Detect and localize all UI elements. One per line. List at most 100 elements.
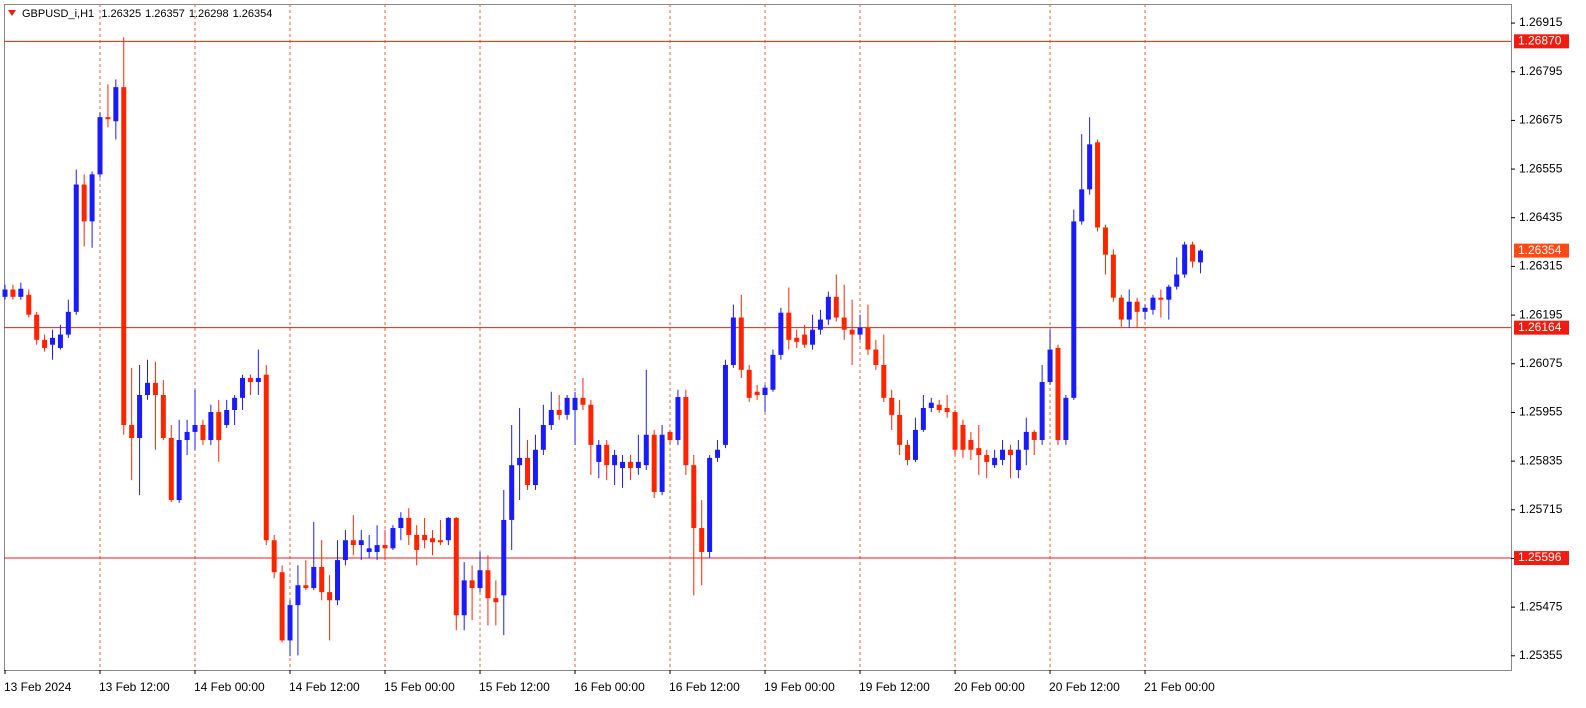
candle-body [683, 397, 689, 466]
candle-body [422, 534, 428, 541]
candle-body [1071, 221, 1077, 398]
candle-body [1126, 301, 1132, 320]
candle-body [968, 440, 974, 450]
x-tick-label: 16 Feb 00:00 [574, 680, 645, 694]
x-tick-label: 15 Feb 12:00 [479, 680, 550, 694]
x-tick-label: 14 Feb 00:00 [194, 680, 265, 694]
candle-body [1142, 307, 1148, 312]
candle-body [295, 585, 301, 606]
candle-body [928, 402, 934, 408]
candle-body [762, 387, 768, 396]
candle-body [1055, 347, 1061, 441]
candle-body [540, 425, 546, 450]
plot-border [4, 4, 1512, 671]
header-open: 1.26325 [101, 8, 141, 20]
candle-body [1007, 449, 1013, 456]
candle-body [1174, 274, 1180, 287]
candle-body [730, 317, 736, 365]
candle-body [311, 566, 317, 589]
hline-label-bg [1514, 551, 1569, 566]
candle-body [897, 414, 903, 445]
candle-body [659, 434, 665, 492]
candle-body [121, 87, 127, 426]
candle-body [65, 311, 71, 335]
candle-body [1197, 250, 1203, 263]
candle-body [1110, 254, 1116, 298]
candle-body [817, 319, 823, 330]
candle-body [707, 457, 713, 552]
candle-body [1015, 449, 1021, 471]
candle-body [453, 517, 459, 616]
candle-body [287, 605, 293, 641]
candle-body [857, 327, 863, 335]
y-tick-label: 1.25715 [1519, 502, 1563, 516]
candle-body [319, 566, 325, 593]
candle-body [825, 296, 831, 320]
candle-body [1031, 431, 1037, 441]
candle-body [1158, 297, 1164, 300]
y-tick-label: 1.25955 [1519, 405, 1563, 419]
candle-body [224, 410, 230, 426]
header: GBPUSD_i,H1 1.26325 1.26357 1.26298 1.26354 [22, 8, 272, 20]
candle-body [129, 425, 135, 438]
y-tick-label: 1.26555 [1519, 161, 1563, 175]
candle-body [240, 377, 246, 398]
candle-body [944, 407, 950, 413]
candle-body [97, 117, 103, 175]
header-close: 1.26354 [233, 8, 273, 20]
candle-body [34, 314, 40, 340]
candle-body [469, 580, 475, 589]
candle-body [89, 174, 95, 222]
y-tick-label: 1.25475 [1519, 599, 1563, 613]
y-tick-label: 1.26075 [1519, 356, 1563, 370]
hline-label-bg [1514, 34, 1569, 49]
candle-body [414, 534, 420, 550]
y-tick-label: 1.25355 [1519, 648, 1563, 662]
candle-body [232, 397, 238, 411]
candle-body [1087, 144, 1093, 190]
candle-body [556, 410, 562, 415]
candle-body [960, 425, 966, 450]
x-tick-label: 15 Feb 00:00 [384, 680, 455, 694]
header-arrow[interactable] [8, 10, 16, 16]
x-tick-label: 13 Feb 2024 [4, 680, 72, 694]
candle-body [620, 461, 626, 469]
candle-body [303, 585, 309, 589]
candle-body [216, 412, 222, 441]
candle-body [976, 448, 982, 456]
header-high: 1.26357 [145, 8, 185, 20]
candle-body [873, 349, 879, 365]
candle-body [865, 327, 871, 350]
candle-body [137, 395, 143, 438]
candle-body [493, 598, 499, 603]
candle-body [612, 455, 618, 466]
candle-body [1063, 397, 1069, 441]
candle-body [200, 425, 206, 441]
y-tick-label: 1.26435 [1519, 210, 1563, 224]
candle-body [643, 434, 649, 466]
candle-body [572, 397, 578, 411]
candle-body [1079, 189, 1085, 222]
candle-body [271, 540, 277, 573]
candle-body [81, 184, 87, 222]
x-tick-label: 20 Feb 12:00 [1049, 680, 1120, 694]
candle-body [374, 545, 380, 552]
candle-body [1039, 382, 1045, 441]
candle-body [208, 412, 214, 441]
candle-body [430, 538, 436, 543]
x-tick-label: 14 Feb 12:00 [289, 680, 360, 694]
candle-body [358, 540, 364, 546]
candle-body [1000, 449, 1006, 460]
y-tick-label: 1.26795 [1519, 64, 1563, 78]
candle-body [18, 288, 24, 297]
candle-body [406, 517, 412, 535]
candle-body [833, 296, 839, 318]
candle-body [770, 354, 776, 390]
x-tick-label: 16 Feb 12:00 [669, 680, 740, 694]
candle-body [699, 528, 705, 552]
candle-body [596, 444, 602, 462]
candle-body [485, 570, 491, 599]
candle-body [548, 410, 554, 426]
candle-body [1047, 349, 1053, 383]
